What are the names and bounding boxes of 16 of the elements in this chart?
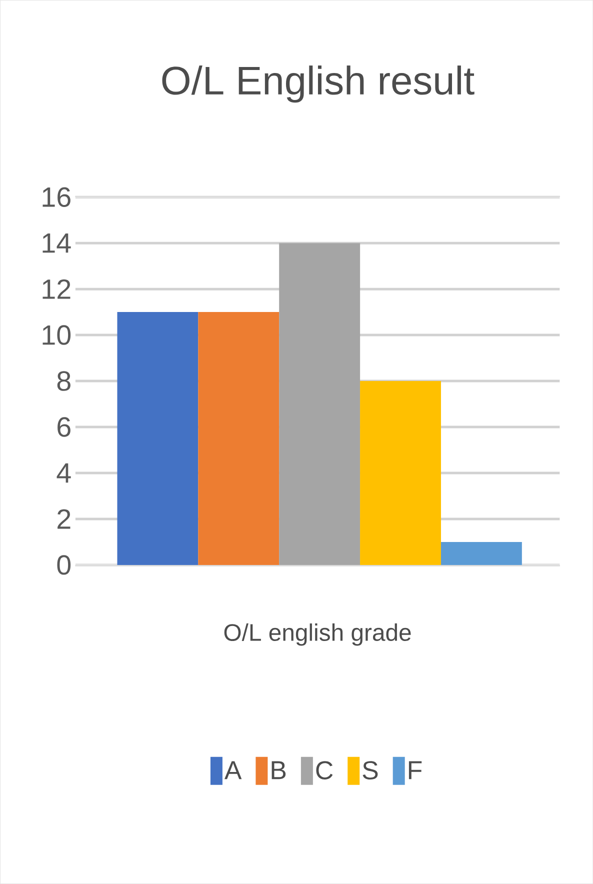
- legend-label: A: [224, 761, 242, 780]
- y-tick-label: 16: [42, 187, 70, 207]
- legend-label: S: [362, 761, 378, 780]
- chart-title: O/L English result: [162, 66, 474, 103]
- x-axis-title: O/L english grade: [224, 623, 411, 646]
- y-tick-label: 12: [42, 279, 70, 299]
- legend-label: F: [408, 761, 422, 780]
- y-tick-label: 14: [42, 234, 71, 253]
- y-tick-label: 0: [57, 555, 70, 575]
- y-tick-label: 6: [58, 417, 70, 437]
- legend-label: B: [272, 761, 286, 780]
- legend-label: C: [316, 761, 333, 780]
- y-tick-label: 2: [57, 509, 70, 529]
- y-tick-label: 8: [57, 371, 70, 391]
- y-tick-label: 4: [56, 463, 71, 483]
- y-tick-label: 10: [42, 325, 70, 345]
